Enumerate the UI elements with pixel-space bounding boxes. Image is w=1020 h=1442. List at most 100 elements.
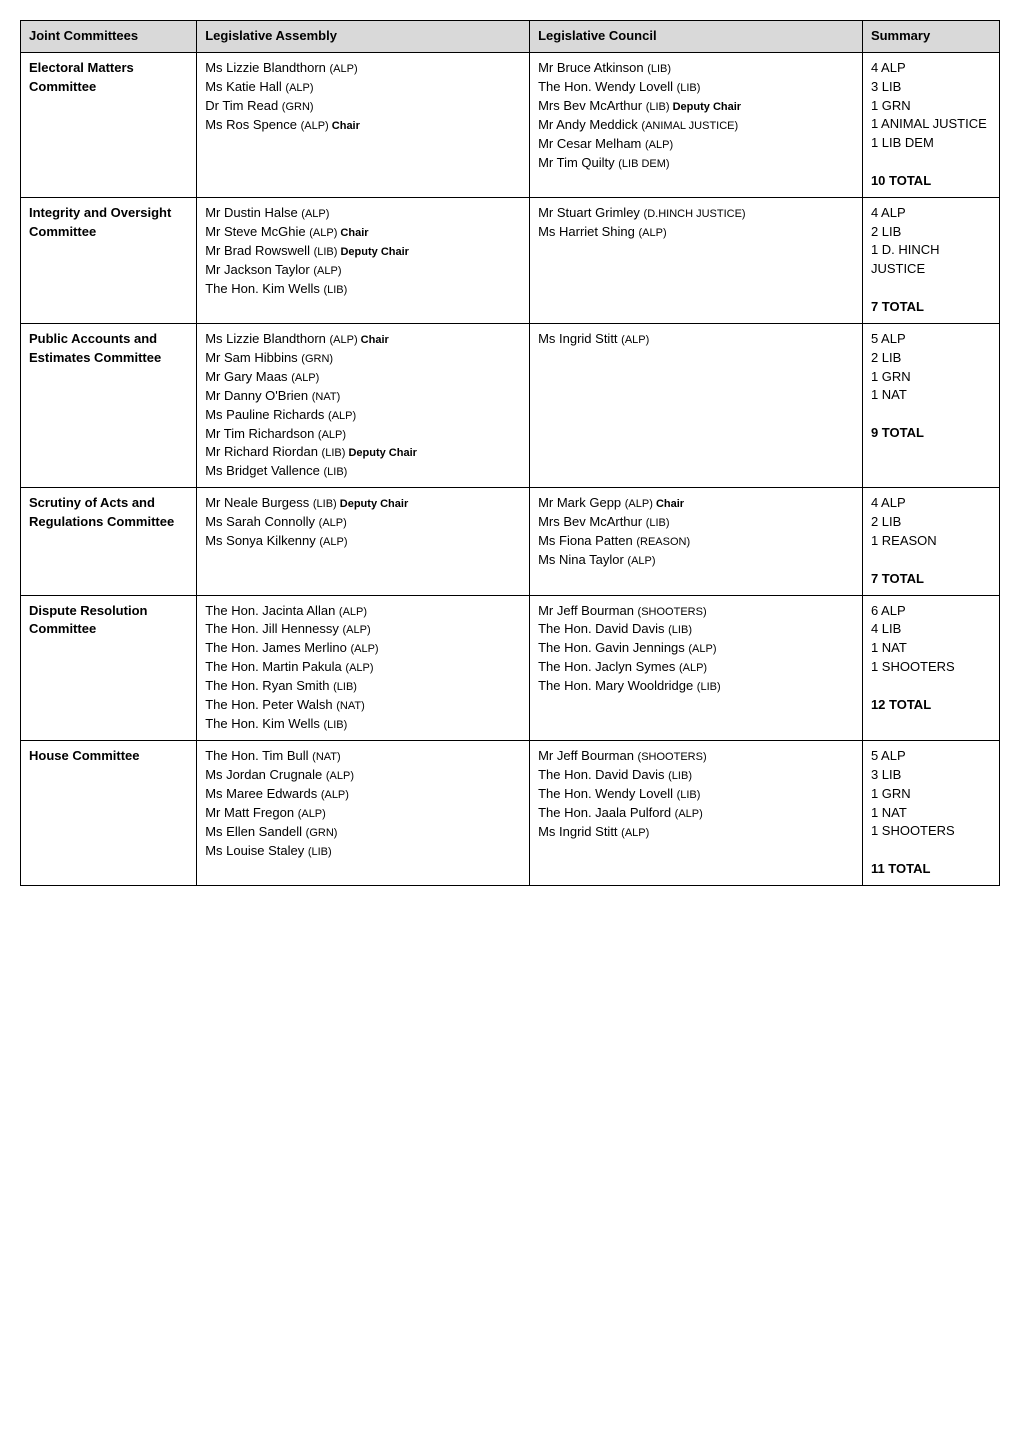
col-header-summary: Summary bbox=[862, 21, 999, 53]
cell-text: Mrs Bev McArthur bbox=[538, 514, 646, 529]
cell-text: Public Accounts and Estimates Committee bbox=[29, 331, 161, 365]
cell-line: 1 SHOOTERS bbox=[871, 658, 991, 677]
cell-text: Mr Tim Quilty bbox=[538, 155, 618, 170]
cell-small: (LIB) bbox=[646, 517, 670, 529]
cell-line: Mr Matt Fregon (ALP) bbox=[205, 804, 521, 823]
cell-text: Integrity and Oversight Committee bbox=[29, 205, 171, 239]
table-body: Electoral Matters Committee Ms Lizzie Bla… bbox=[21, 52, 1000, 885]
table-head: Joint Committees Legislative Assembly Le… bbox=[21, 21, 1000, 53]
table-row: Integrity and Oversight Committee Mr Dust… bbox=[21, 197, 1000, 323]
cell-line: Ms Bridget Vallence (LIB) bbox=[205, 462, 521, 481]
cell-line: The Hon. Gavin Jennings (ALP) bbox=[538, 639, 854, 658]
cell-text: Ms Maree Edwards bbox=[205, 786, 321, 801]
cell-small: (ALP) bbox=[298, 808, 326, 820]
cell-small: (LIB) bbox=[668, 770, 692, 782]
cell-line: Ms Fiona Patten (REASON) bbox=[538, 532, 854, 551]
cell-line: Ms Katie Hall (ALP) bbox=[205, 78, 521, 97]
cell-small: (ALP) bbox=[621, 827, 649, 839]
cell-text: 1 GRN bbox=[871, 98, 911, 113]
cell-text: Electoral Matters Committee bbox=[29, 60, 134, 94]
cell-small: (ALP) bbox=[679, 662, 707, 674]
table-cell: 4 ALP2 LIB 1 D. HINCH JUSTICE 7 TOTAL bbox=[862, 197, 999, 323]
cell-text: Mr Brad Rowswell bbox=[205, 243, 313, 258]
cell-line: Mr Neale Burgess (LIB) Deputy Chair bbox=[205, 494, 521, 513]
cell-small: (ALP) bbox=[639, 227, 667, 239]
cell-text: 3 LIB bbox=[871, 79, 901, 94]
cell-text: 2 LIB bbox=[871, 350, 901, 365]
cell-text: Ms Ingrid Stitt bbox=[538, 824, 621, 839]
cell-line: 1 LIB DEM bbox=[871, 134, 991, 153]
cell-text: 1 GRN bbox=[871, 786, 911, 801]
cell-small: (LIB) bbox=[647, 63, 671, 75]
cell-line: Mr Dustin Halse (ALP) bbox=[205, 204, 521, 223]
cell-line: The Hon. Wendy Lovell (LIB) bbox=[538, 785, 854, 804]
cell-line: Electoral Matters Committee bbox=[29, 59, 188, 97]
cell-text: The Hon. Gavin Jennings bbox=[538, 640, 688, 655]
cell-text: Mr Danny O'Brien bbox=[205, 388, 312, 403]
cell-line: The Hon. David Davis (LIB) bbox=[538, 766, 854, 785]
cell-line: 10 TOTAL bbox=[871, 172, 991, 191]
cell-text: Mr Stuart Grimley bbox=[538, 205, 643, 220]
cell-line: The Hon. Ryan Smith (LIB) bbox=[205, 677, 521, 696]
cell-line: 1 D. HINCH JUSTICE bbox=[871, 241, 991, 279]
cell-text: The Hon. Wendy Lovell bbox=[538, 786, 677, 801]
cell-line: Ms Lizzie Blandthorn (ALP) bbox=[205, 59, 521, 78]
cell-line: Mrs Bev McArthur (LIB) Deputy Chair bbox=[538, 97, 854, 116]
cell-text: Ms Ros Spence bbox=[205, 117, 300, 132]
cell-small: (ALP) bbox=[301, 120, 329, 132]
cell-role: Chair bbox=[358, 334, 389, 346]
cell-line: Mr Brad Rowswell (LIB) Deputy Chair bbox=[205, 242, 521, 261]
cell-line: 5 ALP bbox=[871, 747, 991, 766]
cell-small: (LIB) bbox=[677, 82, 701, 94]
cell-line: 1 GRN bbox=[871, 368, 991, 387]
table-cell: Ms Ingrid Stitt (ALP) bbox=[530, 323, 863, 488]
cell-small: (GRN) bbox=[301, 353, 333, 365]
cell-text: Ms Katie Hall bbox=[205, 79, 285, 94]
cell-line: Public Accounts and Estimates Committee bbox=[29, 330, 188, 368]
table-cell: Mr Stuart Grimley (D.HINCH JUSTICE)Ms Ha… bbox=[530, 197, 863, 323]
cell-small: (ALP) bbox=[301, 208, 329, 220]
cell-text: The Hon. Tim Bull bbox=[205, 748, 312, 763]
cell-small: (LIB) bbox=[308, 846, 332, 858]
cell-small: (SHOOTERS) bbox=[638, 606, 707, 618]
cell-text: 1 NAT bbox=[871, 805, 907, 820]
table-row: Dispute Resolution CommitteeThe Hon. Jac… bbox=[21, 595, 1000, 741]
cell-line: 4 ALP bbox=[871, 204, 991, 223]
table-cell: Mr Jeff Bourman (SHOOTERS)The Hon. David… bbox=[530, 595, 863, 741]
table-cell: 4 ALP3 LIB1 GRN1 ANIMAL JUSTICE1 LIB DEM… bbox=[862, 52, 999, 197]
cell-text: 3 LIB bbox=[871, 767, 901, 782]
cell-text: 11 TOTAL bbox=[871, 861, 930, 876]
cell-small: (LIB) bbox=[646, 101, 670, 113]
cell-line: 2 LIB bbox=[871, 349, 991, 368]
cell-line: Ms Harriet Shing (ALP) bbox=[538, 223, 854, 242]
cell-line: 11 TOTAL bbox=[871, 860, 991, 879]
cell-text: Ms Harriet Shing bbox=[538, 224, 638, 239]
cell-line: Dr Tim Read (GRN) bbox=[205, 97, 521, 116]
cell-text: Mr Matt Fregon bbox=[205, 805, 297, 820]
cell-text: Mr Jeff Bourman bbox=[538, 603, 637, 618]
cell-line: Ms Sonya Kilkenny (ALP) bbox=[205, 532, 521, 551]
cell-line: 2 LIB bbox=[871, 223, 991, 242]
cell-line: Ms Ingrid Stitt (ALP) bbox=[538, 823, 854, 842]
cell-line: Mr Jeff Bourman (SHOOTERS) bbox=[538, 747, 854, 766]
cell-line: 1 REASON bbox=[871, 532, 991, 551]
cell-text: Mr Mark Gepp bbox=[538, 495, 625, 510]
cell-line: 7 TOTAL bbox=[871, 298, 991, 317]
cell-small: (ALP) bbox=[319, 536, 347, 548]
cell-text: Mr Andy Meddick bbox=[538, 117, 641, 132]
cell-line: Mr Jackson Taylor (ALP) bbox=[205, 261, 521, 280]
cell-text: 9 TOTAL bbox=[871, 425, 924, 440]
cell-small: (ALP) bbox=[330, 63, 358, 75]
cell-text: Ms Pauline Richards bbox=[205, 407, 328, 422]
table-cell: House Committee bbox=[21, 741, 197, 886]
cell-small: (LIB) bbox=[322, 447, 346, 459]
cell-text: 2 LIB bbox=[871, 224, 901, 239]
table-row: Scrutiny of Acts and Regulations Committ… bbox=[21, 488, 1000, 595]
table-cell: Mr Neale Burgess (LIB) Deputy ChairMs Sa… bbox=[197, 488, 530, 595]
cell-line: 12 TOTAL bbox=[871, 696, 991, 715]
cell-line: The Hon. Tim Bull (NAT) bbox=[205, 747, 521, 766]
table-cell: Mr Dustin Halse (ALP)Mr Steve McGhie (AL… bbox=[197, 197, 530, 323]
cell-line: The Hon. Jill Hennessy (ALP) bbox=[205, 620, 521, 639]
cell-line bbox=[871, 551, 991, 570]
col-header-joint: Joint Committees bbox=[21, 21, 197, 53]
